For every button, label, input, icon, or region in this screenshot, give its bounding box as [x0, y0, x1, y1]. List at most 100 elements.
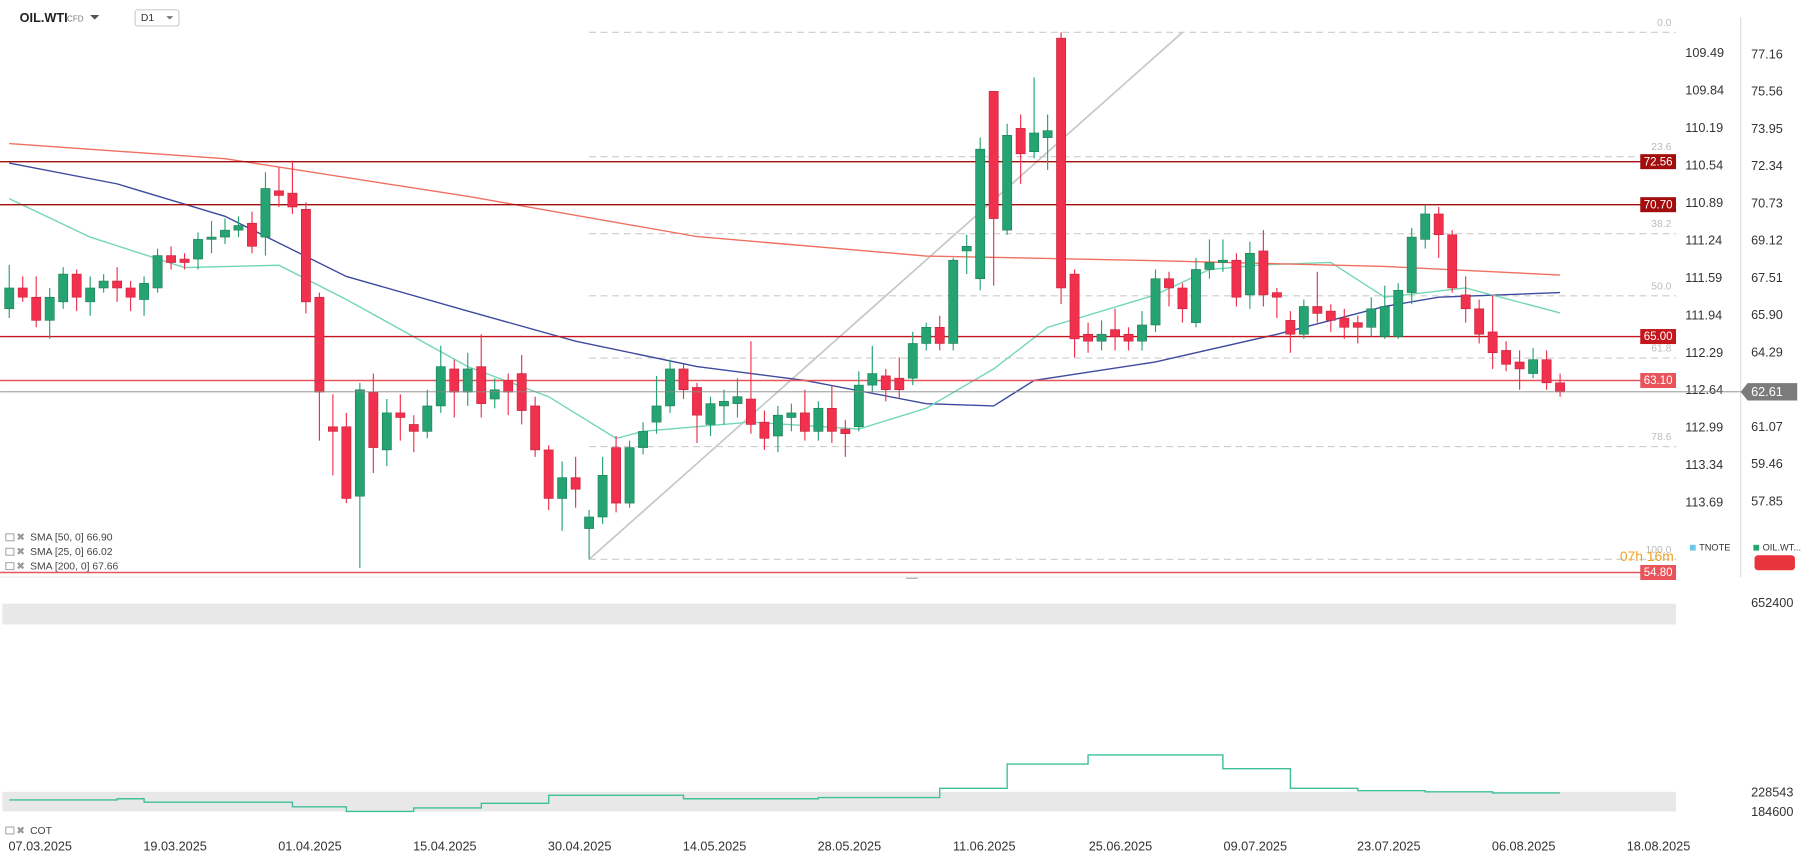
legend-swatch — [1689, 544, 1696, 551]
x-tick-label: 01.04.2025 — [278, 840, 342, 854]
sma-icon — [5, 533, 15, 542]
sma-legend: SMA [200, 0] 67.66 — [30, 561, 118, 572]
candle-body — [408, 424, 419, 432]
candle-body — [1271, 292, 1282, 298]
candle-body — [1339, 317, 1350, 328]
candle-body — [1110, 329, 1120, 337]
y-tick-label: 73.95 — [1751, 122, 1783, 136]
y-tick-label: 75.56 — [1751, 85, 1783, 99]
candle-body — [948, 259, 959, 344]
legend-label[interactable]: OIL.WT... — [1763, 543, 1801, 553]
timeframe[interactable]: D1 — [141, 13, 154, 24]
legend-label[interactable]: TNOTE — [1699, 543, 1730, 553]
fib-label: 61.8 — [1651, 344, 1671, 355]
candle-body — [206, 236, 217, 240]
candle-body — [1447, 234, 1458, 289]
candle-body — [327, 426, 338, 432]
countdown: 07h 16m — [1620, 548, 1674, 564]
fib-label: 78.6 — [1651, 432, 1671, 443]
candle-body — [368, 391, 379, 448]
y-tick-label: 77.16 — [1751, 48, 1783, 62]
candle-body — [233, 225, 244, 231]
x-tick-label: 18.08.2025 — [1627, 840, 1691, 854]
candle-body — [1191, 269, 1201, 323]
candle-body — [125, 287, 136, 298]
candle-body — [4, 287, 15, 310]
sma-remove[interactable]: ✖ — [16, 561, 25, 572]
y-tick-label: 59.46 — [1751, 457, 1783, 471]
timeframe-select[interactable] — [134, 9, 180, 27]
candle-body — [570, 477, 581, 490]
sma-remove[interactable]: ✖ — [16, 533, 25, 544]
candle-body — [638, 431, 648, 448]
candle-body — [193, 239, 203, 260]
cot-line — [9, 754, 1561, 813]
candle-body — [1501, 350, 1512, 365]
symbol[interactable]: OIL.WTI — [20, 11, 68, 25]
candle-body — [1460, 294, 1471, 310]
candle-body — [678, 368, 689, 391]
sma-remove[interactable]: ✖ — [16, 547, 25, 558]
sma-icon — [5, 547, 15, 556]
candle-body — [17, 287, 28, 298]
cot-remove[interactable]: ✖ — [16, 826, 25, 837]
candle-body — [301, 209, 311, 303]
candle-body — [759, 421, 770, 439]
y2-tick-label: 112.99 — [1685, 421, 1723, 435]
candle-body — [732, 396, 743, 404]
candle-body — [1096, 333, 1107, 342]
candle-body — [1379, 306, 1390, 337]
fib-label: 50.0 — [1651, 281, 1671, 292]
candle-body — [934, 327, 945, 344]
candle-body — [853, 384, 864, 428]
candle-body — [1056, 37, 1067, 289]
y2-tick-label: 111.59 — [1685, 271, 1722, 285]
level-label: 70.70 — [1644, 199, 1673, 211]
candle-body — [1312, 306, 1323, 314]
candle-body — [139, 283, 149, 300]
y2-tick-label: 112.64 — [1685, 383, 1723, 397]
candle-body — [826, 407, 837, 432]
instrument-type: CFD — [67, 15, 84, 24]
candle-body — [692, 387, 702, 416]
y-tick-label: 61.07 — [1751, 420, 1783, 434]
timeframe-arrow[interactable] — [166, 16, 174, 20]
candle-body — [1204, 262, 1215, 270]
candle-body — [1393, 289, 1404, 337]
candle-body — [247, 222, 257, 247]
candle-body — [1231, 259, 1242, 298]
candle-body — [395, 412, 406, 418]
candle-body — [840, 428, 851, 434]
symbol-dropdown[interactable] — [90, 15, 100, 20]
x-tick-label: 25.06.2025 — [1089, 840, 1152, 854]
level-label: 72.56 — [1644, 156, 1673, 168]
candle-body — [287, 192, 298, 208]
candle-body — [449, 368, 460, 393]
candle-body — [489, 389, 500, 400]
y2-tick-label: 110.89 — [1685, 196, 1723, 210]
candle-body — [1244, 252, 1255, 296]
fib-label: 100.0 — [1645, 545, 1671, 556]
y2-tick-label: 111.94 — [1685, 308, 1722, 322]
y2-tick-label: 110.54 — [1685, 158, 1723, 172]
candle-body — [880, 375, 891, 391]
candle-body — [1528, 359, 1539, 374]
level-label: 65.00 — [1644, 331, 1673, 343]
level-box — [1640, 154, 1677, 170]
candle-body — [773, 414, 783, 437]
x-tick-label: 30.04.2025 — [548, 840, 612, 854]
candle-body — [1164, 278, 1174, 289]
candle-body — [651, 405, 662, 423]
candle-body — [85, 287, 96, 303]
candle-body — [503, 380, 514, 393]
candle-body — [1433, 213, 1444, 236]
cot-legend: COT — [30, 826, 53, 837]
level-label: 63.10 — [1644, 375, 1673, 387]
candle-body — [462, 368, 473, 393]
y-tick-label: 65.90 — [1751, 308, 1783, 322]
candle-body — [1514, 361, 1525, 370]
candle-body — [58, 273, 69, 303]
legend-toggle[interactable] — [1754, 555, 1795, 571]
candle-body — [71, 273, 82, 298]
level-box — [1640, 329, 1677, 345]
